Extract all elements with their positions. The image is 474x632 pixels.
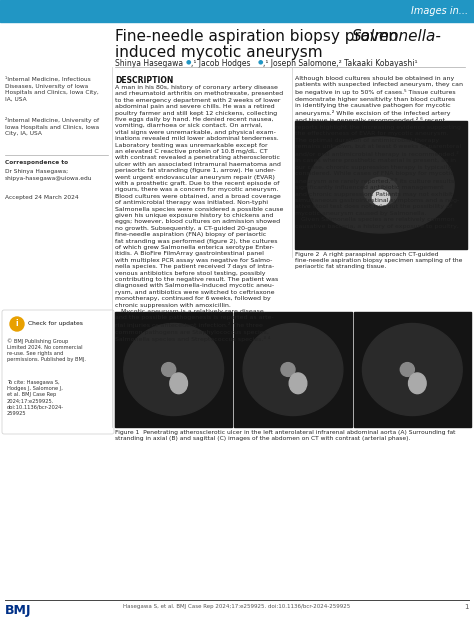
Text: Correspondence to: Correspondence to: [5, 160, 68, 165]
Text: ●: ●: [258, 59, 264, 64]
Text: Images in...: Images in...: [411, 6, 468, 16]
Ellipse shape: [243, 324, 343, 415]
Ellipse shape: [363, 324, 462, 415]
Text: Dr Shinya Hasegawa;
shipya-hasegawa@uiowa.edu: Dr Shinya Hasegawa; shipya-hasegawa@uiow…: [5, 169, 92, 181]
Text: Although blood cultures should be obtained in any
patients with suspected infect: Although blood cultures should be obtain…: [295, 76, 463, 229]
Ellipse shape: [162, 363, 176, 377]
Text: ●: ●: [186, 59, 191, 64]
Text: ¹Internal Medicine, Infectious
Diseases, University of Iowa
Hospitals and Clinic: ¹Internal Medicine, Infectious Diseases,…: [5, 77, 99, 102]
Text: © BMJ Publishing Group
Limited 2024. No commercial
re-use. See rights and
permis: © BMJ Publishing Group Limited 2024. No …: [7, 338, 86, 362]
Bar: [295, 121, 467, 249]
Ellipse shape: [409, 373, 426, 394]
Text: ,¹ Joseph Salomone,² Takaaki Kobayashi¹: ,¹ Joseph Salomone,² Takaaki Kobayashi¹: [263, 59, 418, 68]
Bar: [234, 312, 352, 427]
Text: i: i: [16, 320, 18, 329]
Text: Fine-needle aspiration biopsy proven: Fine-needle aspiration biopsy proven: [115, 29, 403, 44]
Text: 1: 1: [465, 604, 469, 610]
Ellipse shape: [281, 363, 295, 377]
Bar: [354, 312, 471, 427]
Ellipse shape: [289, 373, 307, 394]
Text: BMJ: BMJ: [5, 604, 31, 617]
Text: ,¹ Jacob Hodges: ,¹ Jacob Hodges: [191, 59, 253, 68]
Circle shape: [10, 317, 24, 331]
Text: A man in his 80s, history of coronary artery disease
and rheumatoid arthritis on: A man in his 80s, history of coronary ar…: [115, 85, 283, 343]
Text: Accepted 24 March 2024: Accepted 24 March 2024: [5, 195, 79, 200]
FancyBboxPatch shape: [2, 310, 114, 434]
Bar: [0, 0, 474, 22]
Ellipse shape: [308, 137, 454, 233]
Text: Salmonella-: Salmonella-: [352, 29, 442, 44]
Ellipse shape: [373, 190, 390, 205]
Text: Hasegawa S, et al. BMJ Case Rep 2024;17:e259925. doi:10.1136/bcr-2024-259925: Hasegawa S, et al. BMJ Case Rep 2024;17:…: [123, 604, 351, 609]
Ellipse shape: [401, 363, 414, 377]
Text: ²Internal Medicine, University of
Iowa Hospitals and Clinics, Iowa
City, IA, USA: ²Internal Medicine, University of Iowa H…: [5, 117, 99, 137]
Bar: [115, 312, 232, 427]
Text: DESCRIPTION: DESCRIPTION: [115, 76, 173, 85]
Text: To cite: Hasegawa S,
Hodges J, Salomone J,
et al. BMJ Case Rep
2024;17:e259925.
: To cite: Hasegawa S, Hodges J, Salomone …: [7, 380, 64, 416]
Ellipse shape: [124, 324, 224, 415]
Ellipse shape: [364, 178, 398, 205]
Text: Check for updates: Check for updates: [28, 322, 83, 327]
Text: Figure 1  Penetrating atherosclerotic ulcer in the left anterolateral infrarenal: Figure 1 Penetrating atherosclerotic ulc…: [115, 430, 456, 441]
Text: Figure 2  A right paraspinal approach CT-guided
fine-needle aspiration biopsy sp: Figure 2 A right paraspinal approach CT-…: [295, 252, 462, 269]
Ellipse shape: [170, 373, 187, 394]
Text: induced mycotic aneurysm: induced mycotic aneurysm: [115, 45, 323, 60]
Text: Shinya Hasegawa: Shinya Hasegawa: [115, 59, 185, 68]
